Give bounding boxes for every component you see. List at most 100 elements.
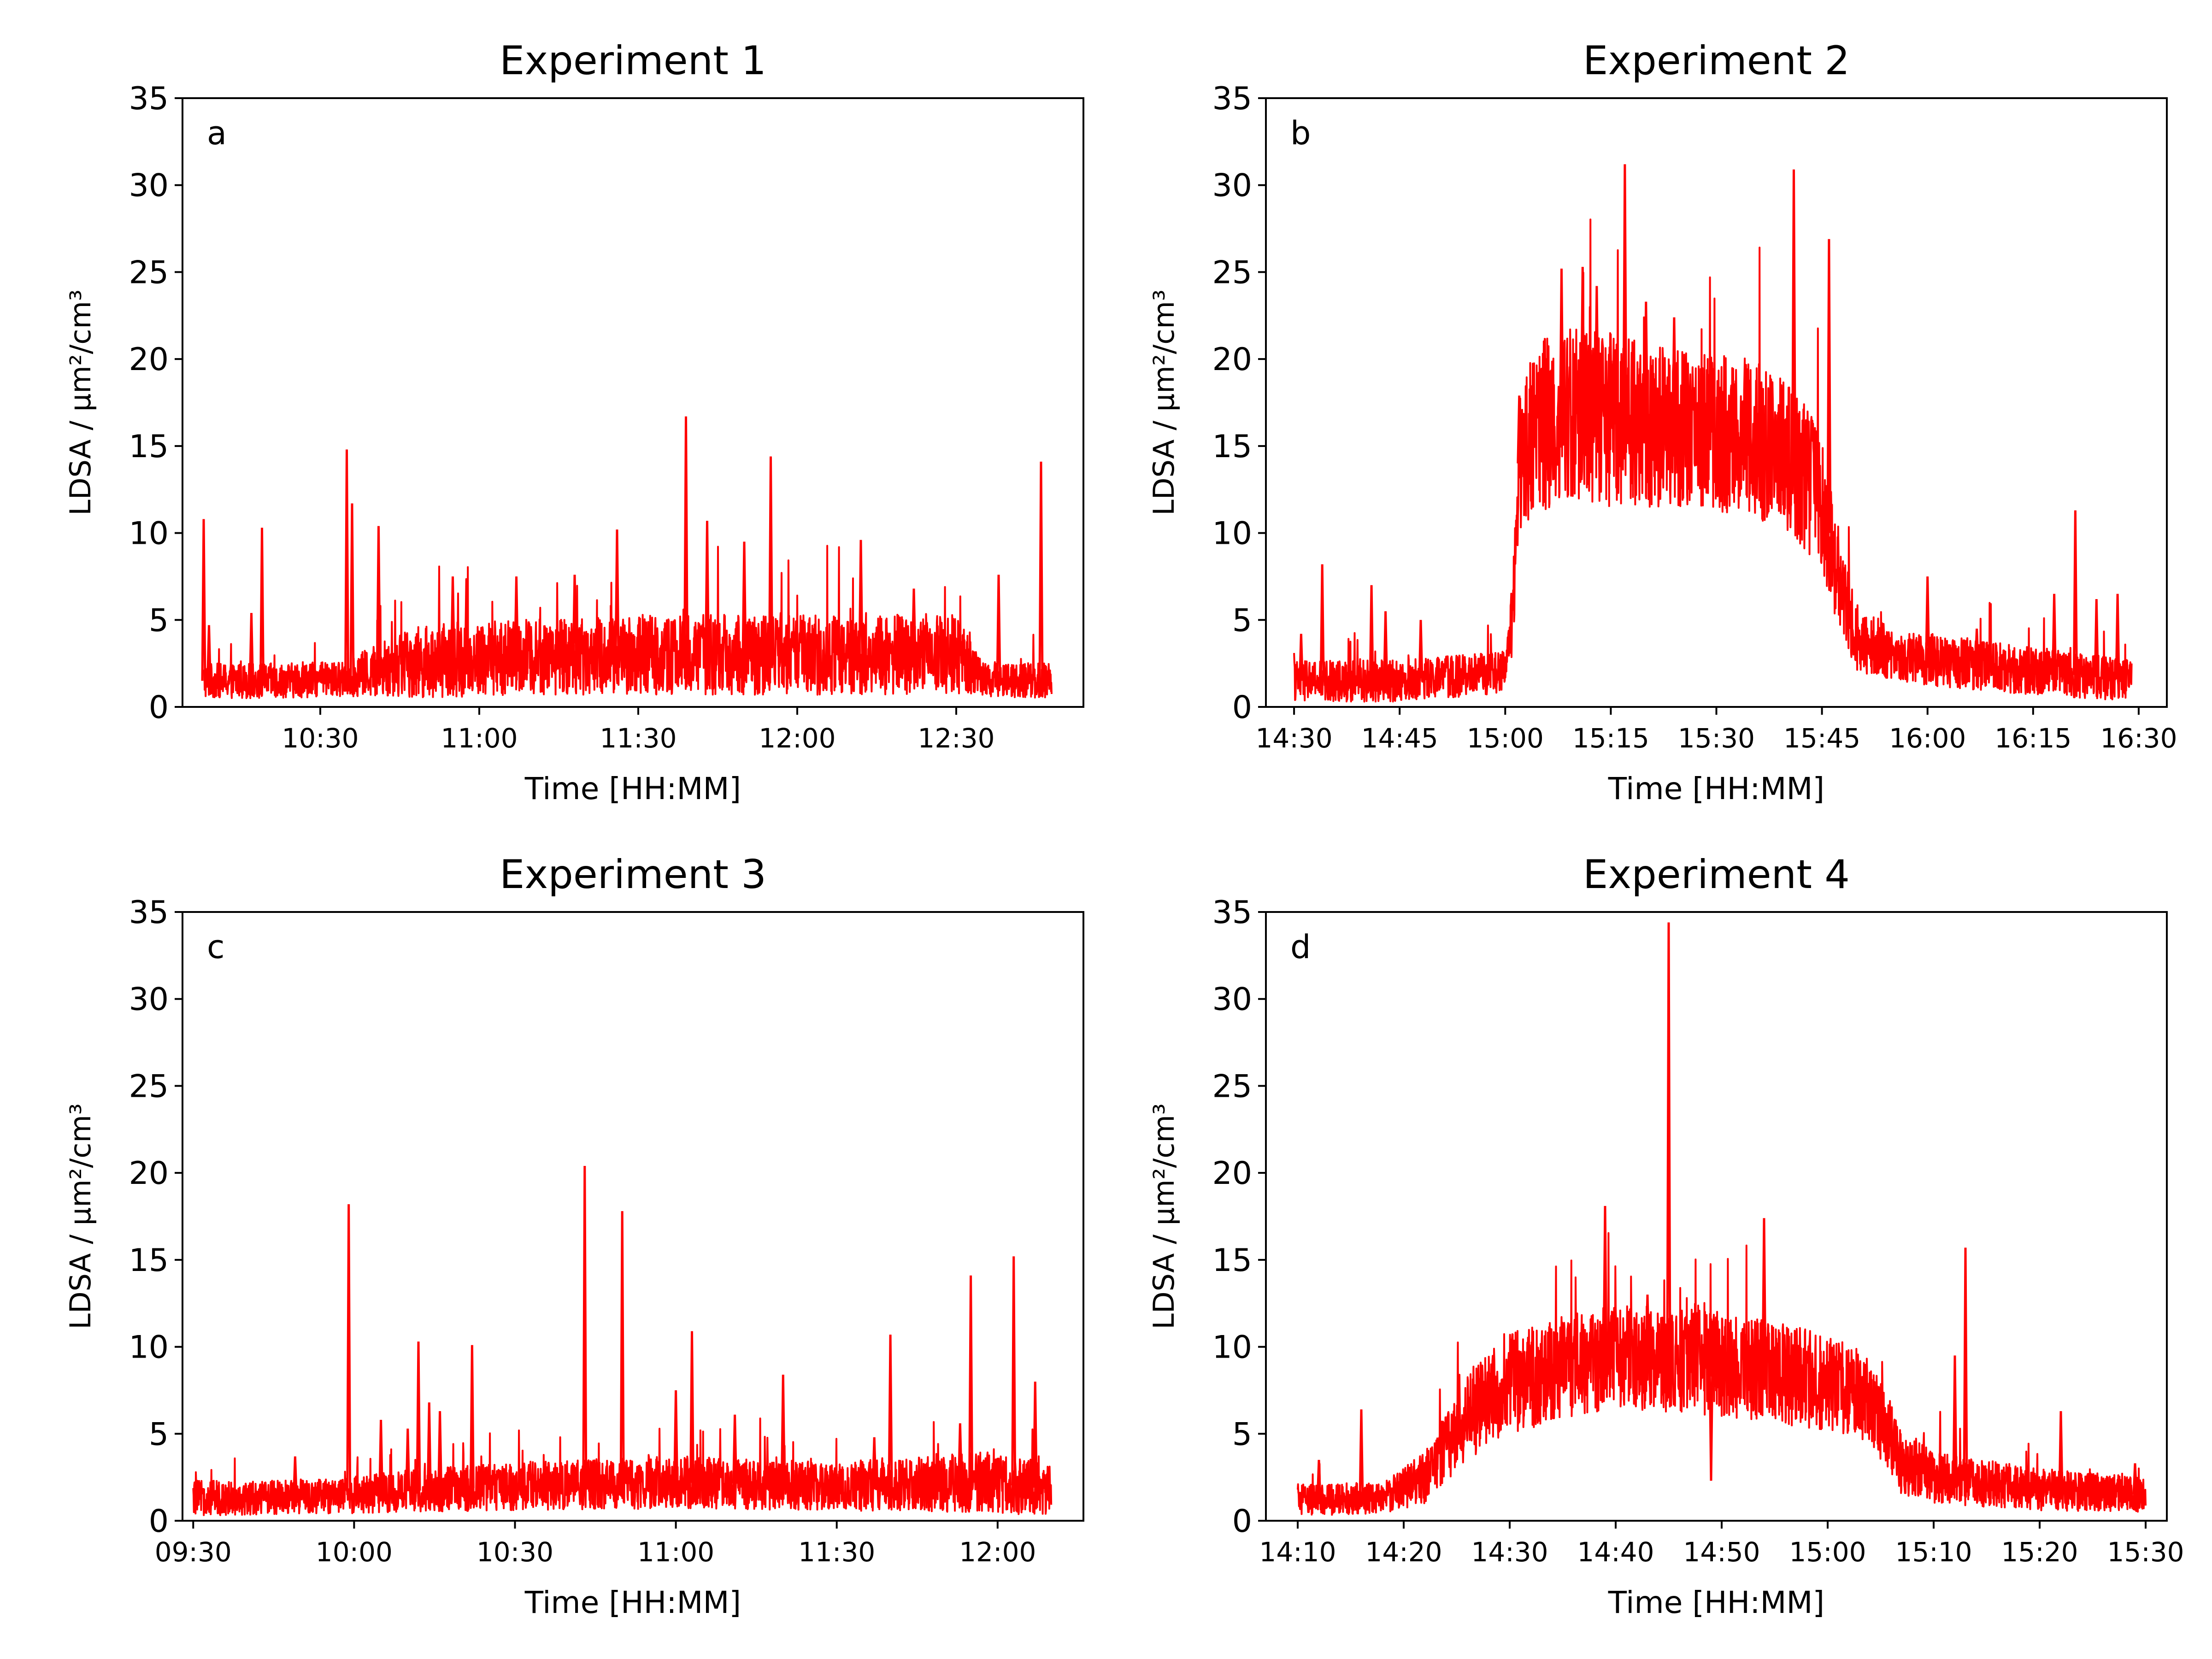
- panel-label: b: [1290, 114, 1311, 152]
- spike-mark: [376, 526, 381, 670]
- series-group: [1293, 164, 2133, 703]
- spike-mark: [292, 1456, 298, 1497]
- spike-mark: [249, 613, 254, 681]
- y-axis-label: LDSA / μm²/cm³: [1147, 289, 1181, 515]
- x-tick-label: 11:00: [441, 723, 518, 754]
- x-tick-label: 15:10: [1895, 1536, 1972, 1568]
- spike-mark: [201, 519, 206, 681]
- chart-title: Experiment 2: [1583, 38, 1850, 84]
- series-line: [192, 1418, 1053, 1516]
- x-tick-label: 15:00: [1789, 1536, 1866, 1568]
- spike-mark: [673, 1390, 679, 1483]
- spike-mark: [2132, 1463, 2138, 1494]
- y-tick-label: 20: [1212, 341, 1252, 378]
- spike-mark: [1791, 169, 1796, 464]
- y-tick-label: 20: [1212, 1155, 1252, 1192]
- y-tick-label: 10: [1212, 1330, 1252, 1366]
- series-line: [203, 545, 1053, 699]
- x-axis-label: Time [HH:MM]: [524, 771, 741, 806]
- spike-mark: [996, 575, 1001, 680]
- spike-mark: [450, 576, 455, 660]
- chart-title: Experiment 3: [500, 852, 766, 898]
- chart-title: Experiment 1: [500, 38, 766, 84]
- spike-mark: [346, 1204, 352, 1495]
- x-tick-label: 14:10: [1259, 1536, 1336, 1568]
- spike-mark: [888, 1335, 893, 1485]
- x-tick-label: 12:30: [918, 723, 994, 754]
- spike-mark: [957, 1423, 963, 1482]
- spike-mark: [378, 1420, 384, 1493]
- series-line: [1293, 218, 2133, 703]
- x-tick-label: 14:50: [1683, 1536, 1760, 1568]
- x-tick-label: 12:00: [759, 723, 835, 754]
- spike-mark: [1418, 620, 1424, 679]
- y-tick-label: 20: [129, 1155, 169, 1192]
- panel-label: a: [207, 114, 227, 152]
- x-tick-label: 09:30: [155, 1536, 232, 1568]
- spike-mark: [1011, 1256, 1017, 1486]
- y-tick-label: 35: [1212, 894, 1252, 931]
- plot-frame: [182, 97, 1084, 708]
- spike-mark: [768, 456, 773, 655]
- y-axis-label: LDSA / μm²/cm³: [1147, 1103, 1181, 1329]
- x-tick-label: 15:20: [2001, 1536, 2078, 1568]
- y-tick-label: 25: [129, 1068, 169, 1105]
- y-tick-label: 35: [129, 894, 169, 931]
- spike-mark: [1359, 1409, 1364, 1499]
- y-tick-label: 15: [129, 1242, 169, 1279]
- x-tick-label: 14:45: [1361, 723, 1438, 754]
- panel-c: 0 5 10 15 20 25 30 35 09:30 10:00 10:30 11:00 11:30 1…: [64, 852, 1084, 1620]
- series-group: [192, 1165, 1053, 1516]
- spike-mark: [858, 540, 864, 655]
- y-tick-label: 35: [1212, 81, 1252, 117]
- spike-mark: [1580, 267, 1585, 413]
- spike-mark: [206, 625, 212, 681]
- spike-mark: [572, 575, 577, 656]
- y-tick-label: 25: [129, 254, 169, 291]
- y-tick-label: 10: [129, 516, 169, 552]
- spike-mark: [1708, 1363, 1714, 1481]
- spike-mark: [1517, 395, 1522, 464]
- x-tick-label: 15:30: [1678, 723, 1755, 754]
- spike-mark: [689, 1331, 694, 1483]
- spike-mark: [1559, 268, 1564, 418]
- spike-mark: [1038, 461, 1044, 681]
- spike-mark: [437, 1411, 443, 1490]
- y-tick-label: 25: [1212, 254, 1252, 291]
- spike-mark: [614, 529, 620, 655]
- spike-mark: [344, 449, 349, 679]
- spike-mark: [1594, 286, 1600, 417]
- y-tick-label: 30: [129, 168, 169, 204]
- y-tick-label: 15: [129, 429, 169, 465]
- chart-title: Experiment 4: [1583, 852, 1850, 898]
- y-tick-label: 5: [149, 602, 169, 639]
- y-tick-label: 0: [1232, 689, 1252, 726]
- x-tick-label: 14:20: [1365, 1536, 1442, 1568]
- x-tick-label: 15:45: [1783, 723, 1860, 754]
- y-tick-label: 15: [1212, 1242, 1252, 1279]
- spike-mark: [1952, 1355, 1958, 1480]
- x-tick-label: 16:30: [2100, 723, 2177, 754]
- y-tick-label: 5: [149, 1416, 169, 1453]
- spike-mark: [2058, 1411, 2064, 1491]
- spike-mark: [426, 1402, 432, 1490]
- spike-mark: [1826, 239, 1832, 533]
- spike-mark: [405, 1428, 411, 1491]
- spike-mark: [514, 576, 519, 658]
- spike-mark: [705, 521, 710, 655]
- spike-mark: [1666, 922, 1671, 1360]
- spike-mark: [871, 1437, 877, 1485]
- x-tick-label: 11:00: [637, 1536, 714, 1568]
- x-tick-label: 16:00: [1889, 723, 1966, 754]
- spike-mark: [416, 1341, 421, 1491]
- x-tick-label: 11:30: [600, 723, 677, 754]
- y-tick-label: 35: [129, 81, 169, 117]
- y-tick-label: 0: [149, 1503, 169, 1540]
- spike-mark: [1369, 585, 1374, 681]
- x-tick-label: 16:15: [1994, 723, 2071, 754]
- spike-mark: [683, 416, 688, 655]
- panel-label: d: [1290, 928, 1311, 966]
- panel-d: 0 5 10 15 20 25 30 35 14:10 14:20 14:30 14:40 14:50 1…: [1147, 852, 2184, 1620]
- x-tick-label: 15:00: [1467, 723, 1544, 754]
